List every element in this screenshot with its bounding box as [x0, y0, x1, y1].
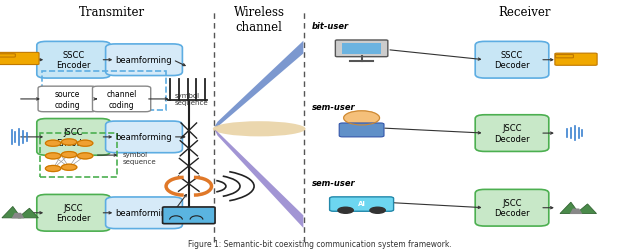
Text: JSCC
Decoder: JSCC Decoder — [494, 124, 530, 143]
Text: bit-user: bit-user — [312, 22, 349, 31]
FancyBboxPatch shape — [37, 195, 111, 231]
Text: beamforming: beamforming — [116, 133, 172, 142]
FancyBboxPatch shape — [555, 54, 597, 66]
FancyBboxPatch shape — [106, 197, 182, 229]
Text: source
coding: source coding — [54, 90, 80, 109]
FancyBboxPatch shape — [38, 87, 96, 112]
Text: JSCC
Encoder: JSCC Encoder — [56, 128, 91, 147]
Text: Wireless
channel: Wireless channel — [234, 6, 285, 34]
FancyBboxPatch shape — [37, 42, 111, 79]
Circle shape — [338, 207, 353, 213]
Text: beamforming: beamforming — [116, 56, 172, 65]
Text: sem-user: sem-user — [312, 178, 355, 187]
FancyBboxPatch shape — [92, 87, 151, 112]
Circle shape — [77, 153, 93, 159]
Circle shape — [45, 166, 61, 172]
Circle shape — [344, 111, 380, 125]
Text: Receiver: Receiver — [499, 6, 551, 19]
Polygon shape — [214, 130, 303, 228]
FancyBboxPatch shape — [339, 123, 384, 137]
FancyBboxPatch shape — [330, 197, 394, 211]
FancyBboxPatch shape — [163, 207, 215, 224]
Ellipse shape — [213, 122, 306, 137]
Polygon shape — [2, 207, 21, 218]
Circle shape — [77, 141, 93, 147]
FancyBboxPatch shape — [476, 190, 549, 226]
FancyBboxPatch shape — [37, 119, 111, 155]
Polygon shape — [18, 208, 38, 218]
Polygon shape — [560, 202, 579, 214]
Circle shape — [45, 141, 61, 147]
FancyBboxPatch shape — [0, 54, 15, 58]
Text: SSCC
Encoder: SSCC Encoder — [56, 51, 91, 70]
Circle shape — [45, 153, 61, 159]
Polygon shape — [570, 209, 582, 214]
Text: Transmiter: Transmiter — [79, 6, 145, 19]
Bar — [40, 134, 117, 178]
Circle shape — [61, 139, 77, 145]
Circle shape — [61, 165, 77, 171]
Polygon shape — [576, 204, 596, 214]
Polygon shape — [214, 42, 303, 127]
FancyBboxPatch shape — [476, 42, 549, 79]
Text: JSCC
Decoder: JSCC Decoder — [494, 198, 530, 217]
Text: JSCC
Encoder: JSCC Encoder — [56, 203, 91, 223]
Text: AI: AI — [358, 200, 365, 206]
Text: channel
coding: channel coding — [106, 90, 137, 109]
FancyBboxPatch shape — [106, 45, 182, 76]
FancyBboxPatch shape — [106, 121, 182, 153]
Text: Figure 1: Semantic-bit coexisting communication system framework.: Figure 1: Semantic-bit coexisting commun… — [188, 239, 452, 248]
Bar — [342, 44, 381, 55]
Bar — [42, 72, 166, 111]
Circle shape — [61, 152, 77, 158]
Text: sem-user: sem-user — [312, 103, 355, 112]
Text: beamforming: beamforming — [116, 208, 172, 217]
FancyBboxPatch shape — [556, 55, 573, 58]
Text: SSCC
Decoder: SSCC Decoder — [494, 51, 530, 70]
Polygon shape — [12, 213, 24, 218]
Circle shape — [370, 207, 385, 213]
FancyBboxPatch shape — [476, 115, 549, 152]
Text: symbol
sequence: symbol sequence — [175, 93, 209, 106]
Text: symbol
sequence: symbol sequence — [123, 151, 157, 165]
FancyBboxPatch shape — [0, 53, 39, 65]
FancyBboxPatch shape — [335, 41, 388, 57]
